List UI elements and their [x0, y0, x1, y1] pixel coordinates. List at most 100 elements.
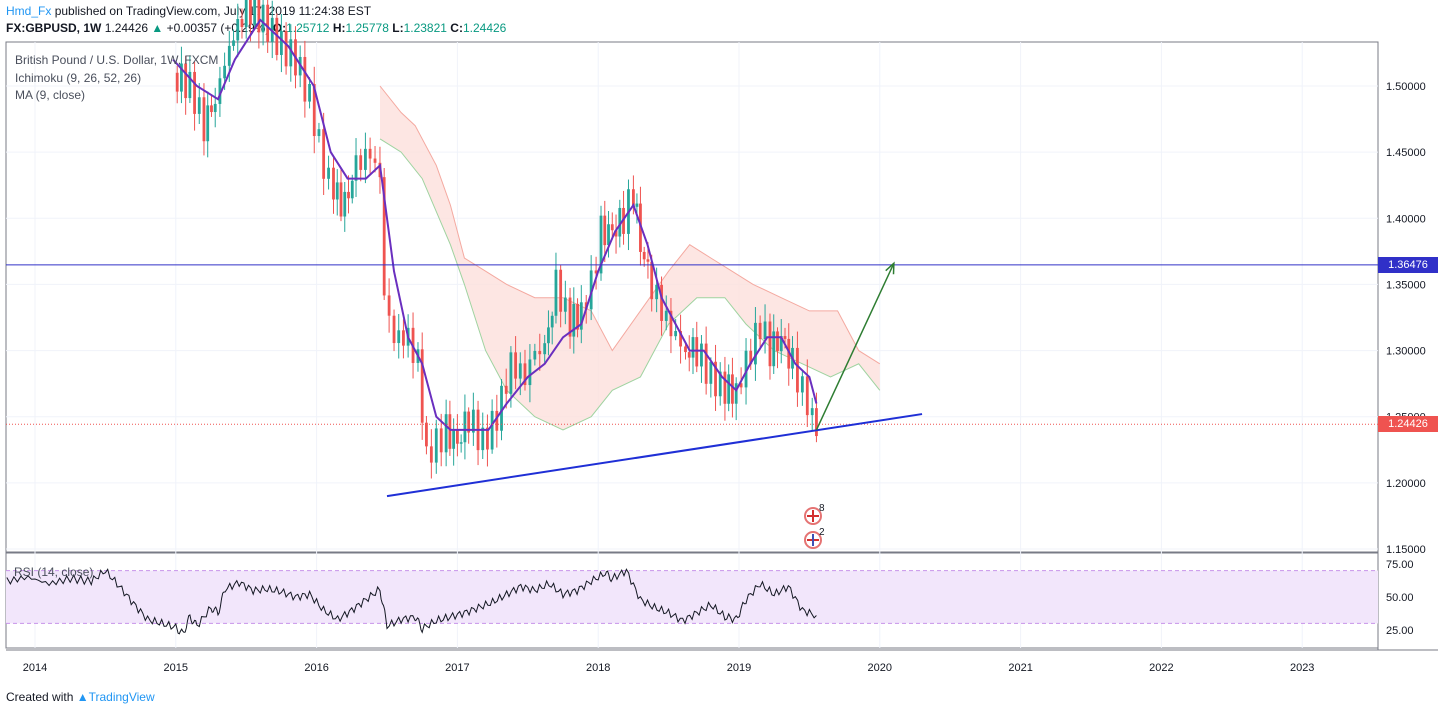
high-value: 1.25778: [345, 21, 389, 35]
candle-body: [266, 4, 270, 42]
candle-body: [768, 321, 772, 367]
candle-body: [218, 78, 222, 104]
candle-body: [240, 19, 244, 28]
candle-body: [550, 315, 554, 328]
candle-body: [463, 411, 467, 443]
candle-body: [193, 71, 196, 114]
candle-body: [664, 310, 668, 321]
candle-body: [779, 336, 783, 352]
candle-body: [635, 203, 639, 207]
y-tick-label: 1.20000: [1386, 478, 1426, 490]
rsi-line: [6, 568, 817, 635]
candle-body: [603, 215, 607, 246]
candle-body: [359, 155, 363, 170]
x-tick-label: 2017: [445, 662, 469, 674]
legend-rsi[interactable]: RSI (14, close): [14, 565, 94, 579]
candle-body: [308, 83, 311, 102]
rsi-tick-label: 25.00: [1386, 625, 1414, 637]
candle-body: [744, 350, 748, 388]
candle-body: [533, 350, 537, 360]
candle-body: [210, 105, 213, 113]
x-tick-label: 2020: [868, 662, 892, 674]
created-with-text: Created with: [6, 690, 74, 704]
candle-body: [727, 374, 731, 404]
candle-body: [350, 180, 354, 199]
candle-body: [669, 310, 673, 337]
author-link[interactable]: Hmd_Fx: [6, 4, 52, 18]
x-tick-label: 2023: [1290, 662, 1314, 674]
candle-body: [197, 97, 201, 114]
y-tick-label: 1.40000: [1386, 213, 1426, 225]
candle-body: [495, 410, 499, 431]
candle-body: [175, 72, 179, 92]
candle-body: [709, 361, 713, 384]
event-count-label: 8: [819, 503, 825, 514]
candle-body: [284, 30, 288, 67]
candle-body: [448, 414, 452, 449]
candle-body: [206, 105, 210, 142]
legend-title: British Pound / U.S. Dollar, 1W, FXCM: [15, 53, 219, 67]
candle-body: [632, 189, 635, 207]
legend-ichimoku[interactable]: Ichimoku (9, 26, 52, 26): [15, 71, 142, 85]
close-value: 1.24426: [462, 21, 507, 35]
candle-body: [232, 40, 235, 46]
candle-body: [504, 385, 508, 394]
x-tick-label: 2015: [164, 662, 188, 674]
candle-body: [339, 182, 343, 217]
candle-body: [805, 376, 809, 416]
candle-body: [749, 350, 753, 365]
tradingview-logo-icon: ▲: [76, 690, 89, 704]
candle-body: [213, 103, 217, 113]
candle-body: [514, 352, 517, 379]
x-tick-label: 2014: [23, 662, 47, 674]
candle-body: [500, 385, 503, 431]
candle-body: [783, 336, 787, 339]
candle-body: [772, 331, 776, 367]
candle-body: [599, 215, 603, 274]
candle-body: [202, 97, 206, 142]
candle-body: [236, 19, 240, 41]
candle-body: [554, 269, 558, 316]
candle-body: [387, 295, 391, 316]
candle-body: [382, 177, 386, 296]
candle-body: [180, 63, 183, 92]
candle-body: [543, 343, 547, 355]
candle-body: [368, 148, 372, 159]
candle-body: [289, 39, 293, 67]
high-label: H:: [332, 21, 346, 35]
candle-body: [332, 167, 335, 200]
candle-body: [261, 4, 265, 33]
candle-body: [787, 338, 791, 369]
candle-body: [650, 261, 654, 300]
tradingview-brand-link[interactable]: TradingView: [88, 690, 155, 704]
open-value: 1.25712: [286, 21, 330, 35]
candle-body: [734, 383, 738, 404]
header-publish-line: Hmd_Fx published on TradingView.com, Jul…: [6, 4, 371, 18]
candle-body: [434, 428, 438, 463]
symbol-label: FX:GBPUSD, 1W: [6, 21, 102, 35]
candle-body: [253, 0, 257, 25]
candle-body: [718, 371, 722, 397]
candle-body: [559, 269, 563, 312]
published-text: published on TradingView.com, July 17, 2…: [54, 4, 372, 18]
candle-body: [642, 251, 646, 260]
legend-ma[interactable]: MA (9, close): [15, 88, 86, 102]
candle-body: [244, 0, 248, 28]
candle-body: [528, 359, 532, 386]
change-arrow-icon: ▲: [151, 21, 164, 35]
candle-body: [373, 158, 377, 163]
candle-body: [695, 337, 699, 367]
candle-body: [227, 45, 231, 66]
low-value: 1.23821: [403, 21, 447, 35]
candle-body: [646, 259, 650, 262]
candle-body: [425, 422, 428, 447]
candle-body: [754, 322, 757, 365]
candle-body: [610, 224, 614, 231]
candle-body: [607, 224, 610, 246]
candle-body: [758, 322, 762, 340]
candle-body: [397, 330, 401, 344]
candle-body: [459, 442, 463, 444]
candle-body: [354, 155, 358, 181]
candle-body: [763, 321, 767, 340]
